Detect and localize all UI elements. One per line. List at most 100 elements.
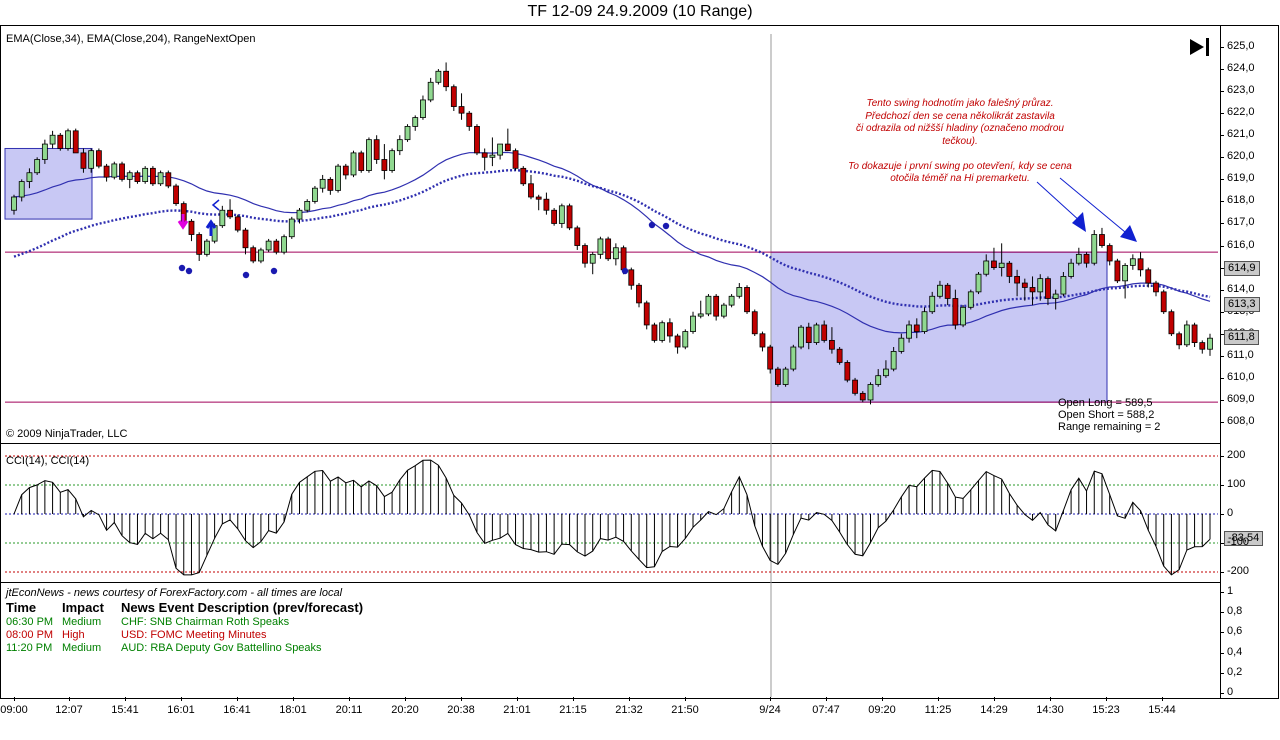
cci-axis-label: 200: [1227, 449, 1246, 461]
candle-body: [991, 260, 997, 268]
range-remaining-label: Range remaining = 2: [1058, 421, 1161, 433]
annotation-text: Tento swing hodnotím jako falešný průraz…: [822, 98, 1098, 186]
news-row[interactable]: 11:20 PM Medium AUD: RBA Deputy Gov Battel…: [6, 642, 322, 654]
news-impact: Medium: [62, 642, 102, 654]
x-axis-label: 11:25: [924, 704, 952, 716]
news-axis-tick: [1220, 592, 1224, 593]
candle-body: [1006, 262, 1013, 277]
price-axis-tick: [1220, 223, 1224, 225]
candle-body: [620, 247, 627, 271]
x-axis-label: 21:01: [503, 704, 531, 716]
x-axis-label: 15:41: [111, 704, 139, 716]
candle-body: [705, 295, 712, 315]
price-axis-tick: [1220, 135, 1224, 137]
cci-value-tag: -83,54: [1224, 531, 1264, 546]
x-axis-label: 15:23: [1092, 704, 1120, 716]
candle-body: [412, 117, 419, 127]
candle-body: [227, 209, 233, 218]
ema34-line: [13, 151, 1211, 334]
candle-body: [1021, 282, 1028, 288]
candle-body: [744, 287, 750, 313]
candle-body: [944, 284, 951, 299]
support-dot: [648, 221, 656, 229]
candle-body: [95, 150, 102, 167]
candle-body: [88, 150, 95, 169]
candle-body: [204, 240, 210, 255]
cci-axis-tick: [1220, 485, 1224, 486]
price-axis-label: 618,0: [1227, 194, 1255, 207]
cci-axis-tick: [1220, 456, 1224, 457]
candle-body: [41, 143, 48, 160]
support-dot: [185, 267, 193, 275]
x-axis-label: 21:32: [615, 704, 643, 716]
x-axis-label: 09:00: [0, 704, 28, 716]
candle-body: [535, 196, 542, 200]
candle-body: [373, 139, 380, 160]
annotation-line: či odrazila od nižšší hladiny (označeno …: [856, 123, 1064, 134]
candle-body: [1091, 234, 1098, 264]
candle-body: [605, 238, 612, 260]
x-axis-label: 20:20: [391, 704, 419, 716]
candle-body: [111, 163, 118, 178]
x-axis-label: 12:07: [55, 704, 83, 716]
candle-body: [829, 339, 835, 350]
annotation-arrow-line: [1059, 177, 1126, 233]
candle-body: [420, 99, 426, 118]
candle-body: [697, 313, 704, 317]
price-axis-label: 625,0: [1227, 40, 1255, 52]
x-axis-label: 18:01: [279, 704, 307, 716]
x-axis-tick: [629, 697, 630, 701]
candle-body: [1191, 324, 1198, 344]
candle-body: [906, 324, 912, 339]
candle-body: [234, 216, 241, 231]
annotation-arrow-line: [1036, 181, 1082, 223]
news-panel[interactable]: [0, 582, 1221, 699]
candle-body: [674, 335, 681, 348]
candle-body: [1060, 276, 1067, 295]
x-axis-label: 20:38: [447, 704, 475, 716]
candle-body: [821, 324, 828, 341]
candle-body: [805, 326, 812, 344]
price-axis-tick: [1220, 355, 1224, 357]
candle-body: [690, 315, 696, 332]
candle-body: [1207, 337, 1213, 350]
cci-axis-label: -200: [1227, 565, 1250, 577]
candle-body: [898, 337, 905, 352]
candle-body: [1137, 258, 1144, 271]
support-dot: [242, 271, 250, 279]
candle-body: [759, 333, 766, 348]
candle-body: [1106, 245, 1113, 262]
candle-body: [636, 284, 642, 304]
news-row[interactable]: 06:30 PM Medium CHF: SNB Chairman Roth Spe…: [6, 616, 289, 628]
scroll-to-end-button[interactable]: [1188, 37, 1212, 57]
support-dot: [178, 264, 186, 272]
candle-body: [80, 152, 87, 169]
support-dot: [270, 267, 278, 275]
ema204-price-tag: 614,9: [1224, 261, 1260, 276]
candle-body: [528, 183, 534, 198]
annotation-line: To dokazuje i první swing po otevření, k…: [848, 160, 1072, 172]
price-axis-label: 608,0: [1227, 415, 1255, 428]
candle-body: [728, 295, 735, 306]
candle-body: [126, 172, 133, 180]
price-axis[interactable]: [1220, 25, 1279, 699]
candle-body: [1099, 234, 1105, 246]
premarket-range-box: [4, 147, 93, 220]
candle-body: [358, 152, 365, 171]
candle-body: [1168, 311, 1175, 335]
candle-body: [497, 143, 504, 156]
annotation-line: [822, 148, 1098, 161]
candle-body: [875, 375, 882, 385]
candle-body: [574, 227, 581, 246]
candle-body: [258, 249, 264, 262]
candle-body: [296, 209, 303, 220]
news-row[interactable]: 08:00 PM High USD: FOMC Meeting Minutes: [6, 629, 266, 641]
candle-body: [983, 260, 990, 275]
annotation-arrow-head: [1072, 212, 1086, 232]
candle-body: [782, 368, 789, 385]
candle-body: [173, 185, 179, 205]
x-axis-label: 07:47: [812, 704, 840, 716]
annotation-line: Předchozí den se cena několikrát zastavi…: [865, 110, 1055, 122]
candle-body: [1083, 253, 1090, 264]
